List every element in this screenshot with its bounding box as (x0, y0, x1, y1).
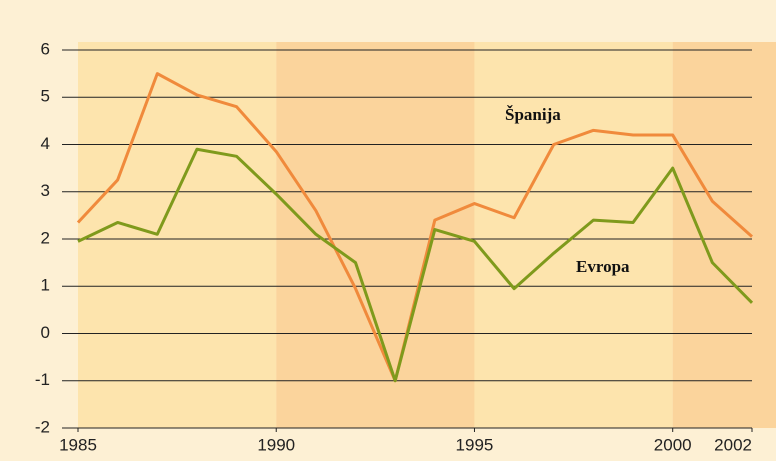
y-tick-label: 6 (41, 39, 50, 58)
y-tick-label: 3 (41, 181, 50, 200)
y-tick-label: 4 (41, 134, 50, 153)
series-label: Evropa (576, 257, 630, 276)
series-line (77, 147, 754, 383)
y-tick-label: 1 (41, 276, 50, 295)
band (672, 42, 776, 428)
y-tick-label: -2 (35, 417, 50, 436)
y-tick-label: 5 (41, 87, 50, 106)
x-tick-label: 2000 (654, 435, 692, 454)
band (276, 42, 475, 428)
x-tick-label: 2002 (714, 435, 752, 454)
x-tick-label: 1995 (456, 435, 494, 454)
y-tick-label: 0 (41, 323, 50, 342)
x-tick-label: 1990 (257, 435, 295, 454)
band (78, 42, 277, 428)
y-tick-label: -1 (35, 370, 50, 389)
x-tick-label: 1985 (59, 435, 97, 454)
y-tick-label: 2 (41, 228, 50, 247)
series-label: Španija (505, 105, 561, 124)
